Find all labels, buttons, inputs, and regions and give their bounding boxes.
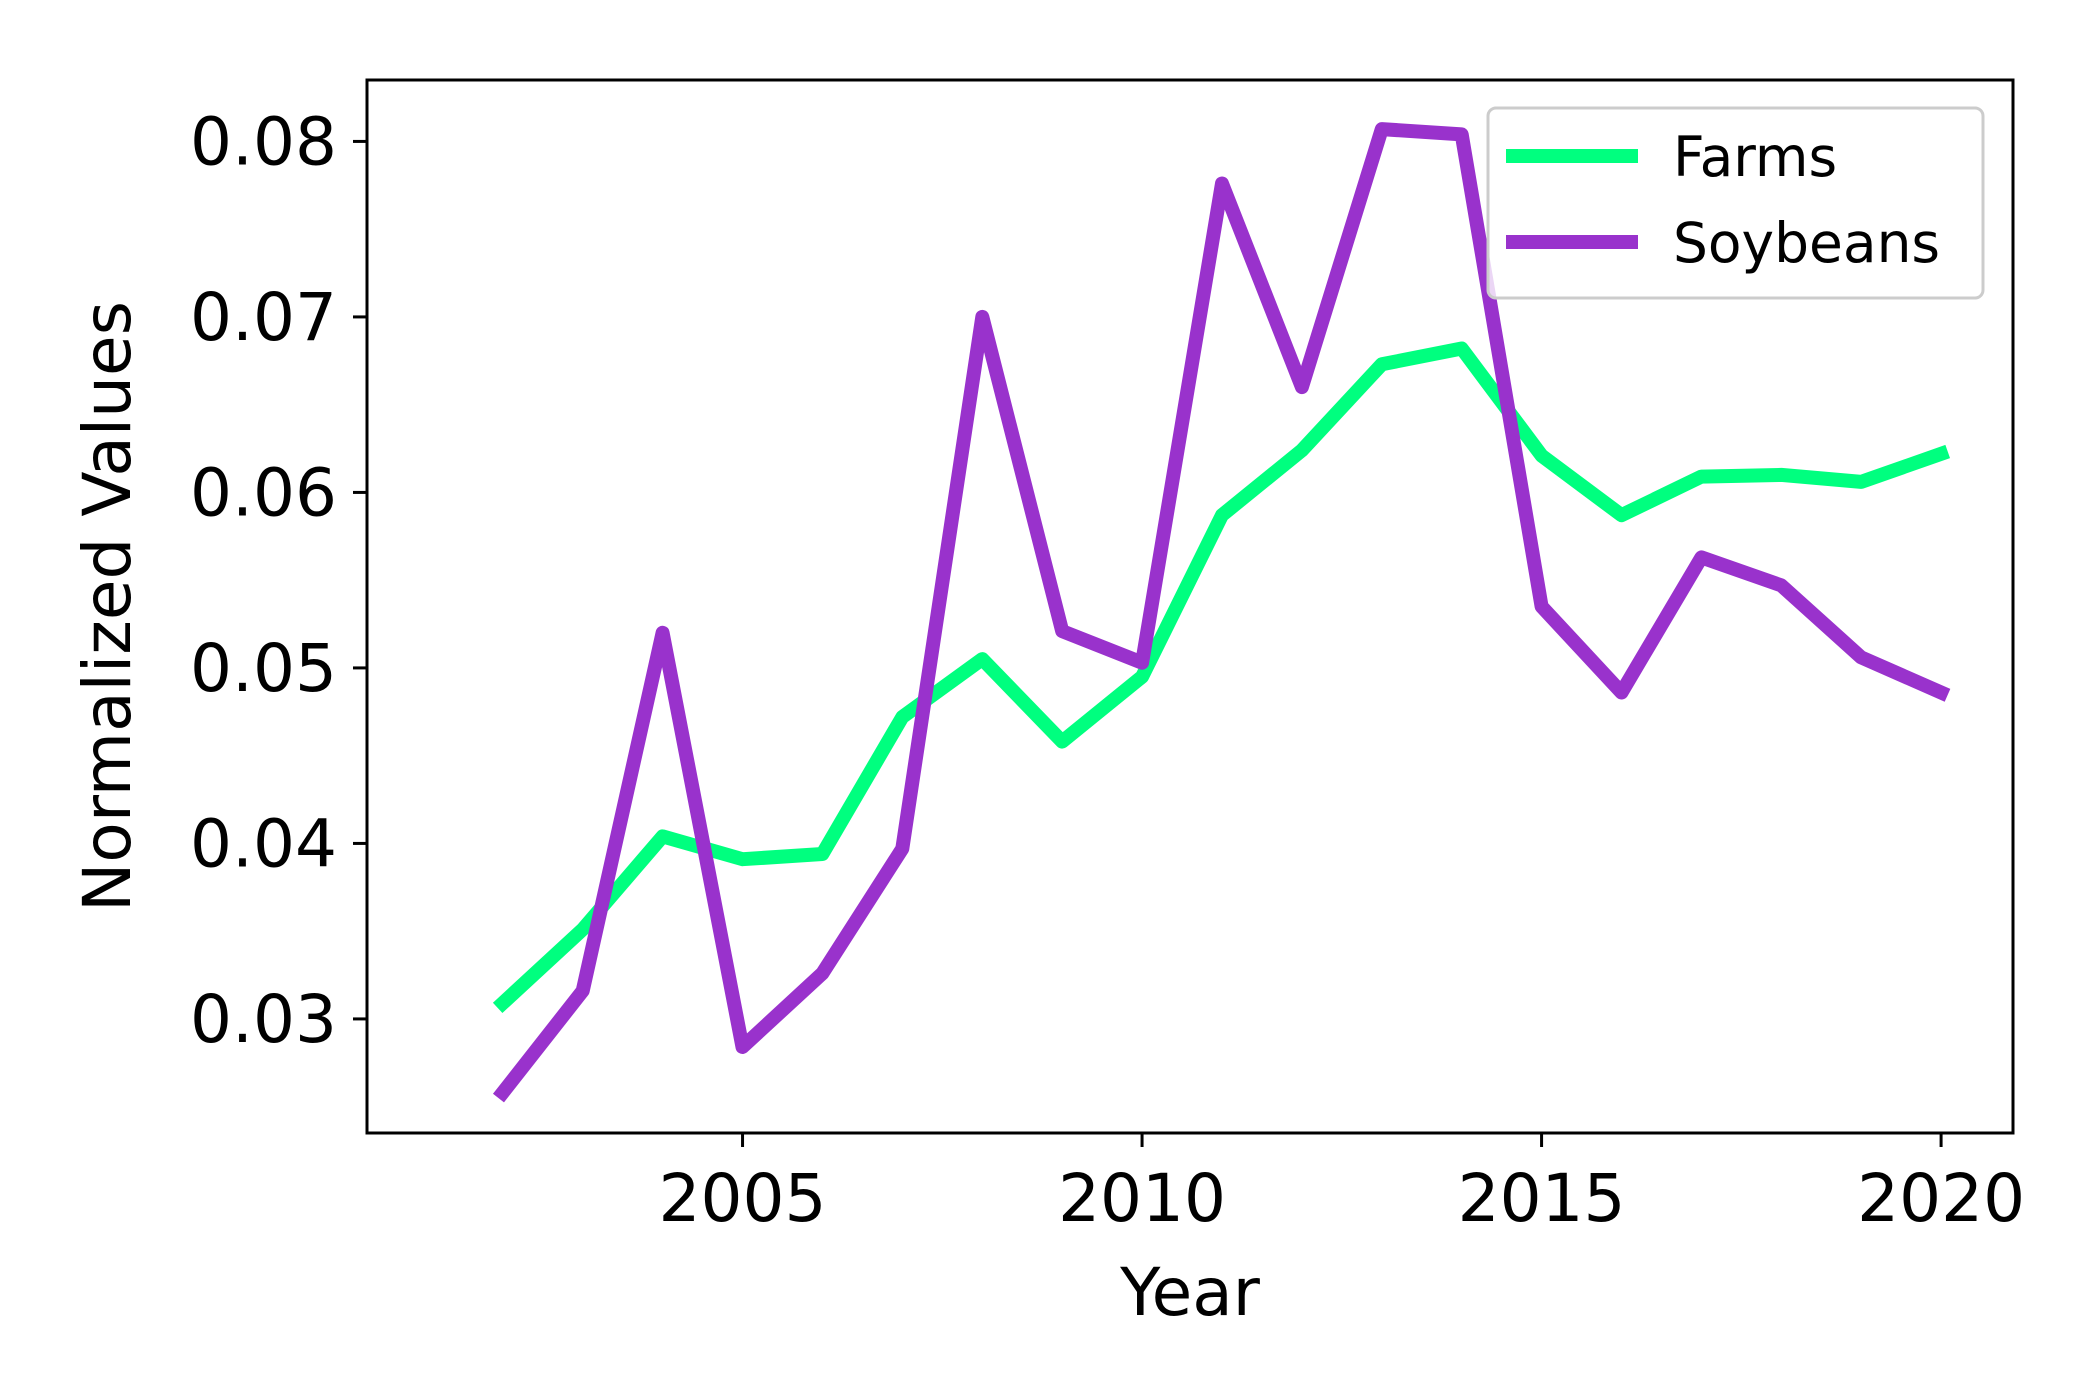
- y-tick-label: 0.07: [190, 279, 337, 356]
- y-tick-label: 0.06: [190, 454, 337, 531]
- y-tick-label: 0.04: [190, 805, 337, 882]
- y-tick-label: 0.08: [190, 103, 337, 180]
- y-axis-title: Normalized Values: [69, 301, 146, 912]
- x-axis-title: Year: [1119, 1254, 1261, 1331]
- y-tick-label: 0.05: [190, 630, 337, 707]
- x-tick-label: 2020: [1857, 1160, 2025, 1237]
- legend-label-soybeans: Soybeans: [1673, 211, 1940, 275]
- x-tick-label: 2010: [1058, 1160, 1226, 1237]
- legend: Farms Soybeans: [1486, 106, 1985, 300]
- series-layer: [492, 122, 1951, 1103]
- x-tick-label: 2015: [1458, 1160, 1626, 1237]
- legend-label-farms: Farms: [1673, 125, 1837, 189]
- x-tick-label: 2005: [659, 1160, 827, 1237]
- series-line-farms: [492, 341, 1951, 1013]
- y-axis: 0.03 0.04 0.05 0.06 0.07 0.08: [190, 103, 367, 1058]
- series-line-soybeans: [492, 122, 1951, 1103]
- x-axis: 2005 2010 2015 2020: [659, 1133, 2025, 1237]
- y-tick-label: 0.03: [190, 981, 337, 1058]
- plot-area-frame: [365, 78, 2015, 1135]
